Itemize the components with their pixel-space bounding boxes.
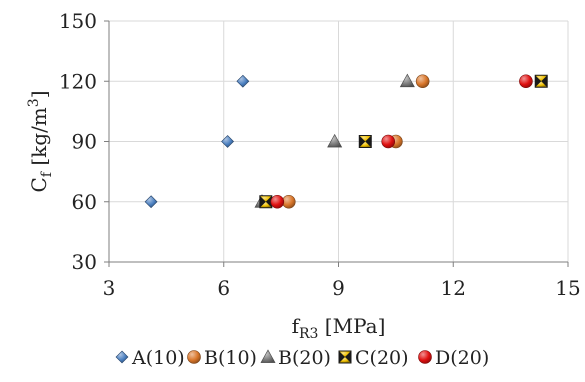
x-tick-label: 15 — [555, 276, 580, 300]
data-point — [415, 74, 430, 89]
legend: A(10) B(10) B(20) C(20) D(20) — [115, 347, 489, 369]
data-point — [221, 135, 234, 148]
legend-marker — [260, 349, 276, 363]
legend-label: A(10) — [131, 347, 185, 369]
data-points — [144, 73, 548, 209]
data-point — [144, 195, 158, 209]
y-tick-label: 60 — [72, 190, 97, 214]
legend-marker — [418, 350, 432, 364]
data-point — [381, 134, 396, 149]
x-tick-label: 3 — [103, 276, 116, 300]
data-point — [270, 194, 285, 209]
legend-marker — [338, 350, 352, 364]
data-point — [259, 195, 273, 209]
data-point — [519, 74, 533, 89]
y-axis-title: Cf [kg/m3] — [26, 90, 55, 192]
y-tick-label: 120 — [59, 69, 97, 93]
x-tick-label: 9 — [332, 276, 345, 300]
y-tick-label: 90 — [72, 130, 97, 154]
legend-marker — [187, 350, 201, 364]
legend-label: C(20) — [355, 347, 409, 369]
y-tick-label: 150 — [59, 9, 97, 33]
x-tick-label: 6 — [217, 276, 230, 300]
axes: 3 6 9 12 15 30 60 90 120 150 fR3 [MPa] Cf [kg/m3] — [26, 9, 581, 342]
data-point — [236, 74, 250, 88]
data-point — [399, 73, 415, 88]
y-tick-label: 30 — [72, 250, 97, 274]
legend-label: B(20) — [278, 347, 331, 369]
legend-marker — [115, 350, 129, 364]
data-point — [327, 133, 343, 148]
x-tick-label: 12 — [441, 276, 466, 300]
x-axis-title: fR3 [MPa] — [292, 314, 386, 342]
legend-label: D(20) — [435, 347, 489, 369]
legend-label: B(10) — [204, 347, 257, 369]
data-point — [358, 135, 372, 148]
data-point — [281, 194, 296, 209]
data-point — [534, 74, 548, 88]
